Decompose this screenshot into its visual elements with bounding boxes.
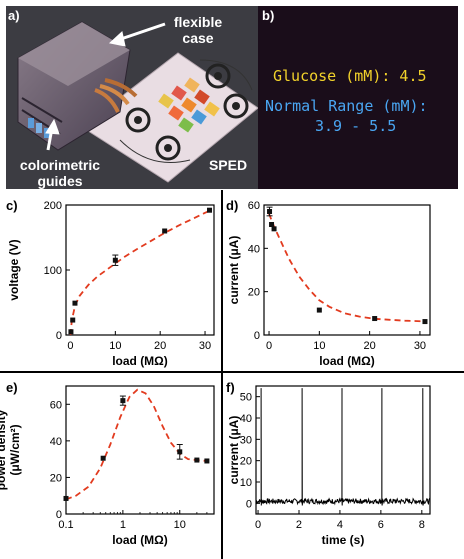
fit-curve bbox=[69, 210, 210, 336]
data-point bbox=[162, 228, 168, 234]
y-tick-label: 200 bbox=[44, 200, 62, 212]
x-axis-title: load (MΩ) bbox=[112, 533, 168, 547]
data-point bbox=[194, 457, 200, 463]
x-tick-label: 4 bbox=[337, 519, 343, 531]
data-point bbox=[316, 307, 322, 313]
colorimetric-label: colorimetric bbox=[20, 157, 100, 173]
y-tick-label: 60 bbox=[248, 200, 260, 212]
plot-frame bbox=[65, 385, 215, 515]
sped-label: SPED bbox=[209, 157, 247, 173]
y-axis-title: power density(μW/cm²) bbox=[0, 409, 22, 490]
y-tick-label: 20 bbox=[248, 287, 260, 299]
x-tick-label: 20 bbox=[154, 340, 166, 352]
x-tick-label: 10 bbox=[109, 340, 121, 352]
y-axis-title-line: (μW/cm²) bbox=[8, 424, 22, 475]
x-tick-label: 30 bbox=[414, 340, 426, 352]
device-sheet bbox=[81, 52, 259, 183]
panel-a-letter: a) bbox=[8, 8, 20, 23]
case-stack bbox=[17, 21, 138, 151]
data-point bbox=[120, 398, 126, 404]
y-tick-label: 0 bbox=[56, 330, 62, 342]
data-point bbox=[204, 458, 210, 464]
y-tick-label: 0 bbox=[56, 509, 62, 521]
data-point bbox=[207, 207, 213, 213]
x-tick-label: 8 bbox=[419, 519, 425, 531]
y-tick-label: 40 bbox=[50, 436, 62, 448]
x-tick-label: 0 bbox=[255, 519, 261, 531]
data-point bbox=[70, 317, 76, 323]
x-tick-label: 6 bbox=[378, 519, 384, 531]
panel-f-chart: f) 0 2 4 6 8 0 10 20 30 40 50 time (s) current (μA) bbox=[226, 380, 431, 547]
panel-letter: d) bbox=[226, 198, 238, 213]
panel-d-chart: d) 0 10 20 30 0 20 40 60 load (MΩ) current (μA) bbox=[226, 198, 431, 368]
y-tick-label: 20 bbox=[240, 456, 252, 468]
x-tick-label: 2 bbox=[296, 519, 302, 531]
panel-letter: e) bbox=[6, 380, 18, 395]
normal-range-label: Normal Range (mM): bbox=[265, 97, 428, 115]
x-tick-label: 30 bbox=[199, 340, 211, 352]
plot-frame bbox=[255, 385, 431, 515]
y-tick-label: 50 bbox=[240, 392, 252, 404]
panel-c-chart: c) 0 10 20 30 0 100 200 load (MΩ) voltage (V) bbox=[6, 198, 215, 368]
data-point bbox=[72, 300, 78, 306]
plot-frame bbox=[263, 204, 431, 336]
lcd-background bbox=[258, 6, 458, 189]
glucose-reading: Glucose (mM): 4.5 bbox=[273, 67, 427, 85]
y-tick-label: 40 bbox=[240, 413, 252, 425]
data-point bbox=[269, 222, 275, 227]
data-point bbox=[100, 455, 106, 461]
y-axis-title: voltage (V) bbox=[7, 239, 21, 300]
y-tick-label: 40 bbox=[248, 243, 260, 255]
data-point bbox=[372, 316, 378, 322]
y-axis-title: current (μA) bbox=[227, 236, 241, 305]
x-tick-label: 10 bbox=[313, 340, 325, 352]
x-tick-label: 20 bbox=[364, 340, 376, 352]
x-tick-label: 0 bbox=[67, 340, 73, 352]
y-tick-label: 0 bbox=[254, 330, 260, 342]
x-axis-title: time (s) bbox=[322, 533, 365, 547]
normal-range-value: 3.9 - 5.5 bbox=[315, 117, 396, 135]
data-point bbox=[68, 329, 74, 335]
data-point bbox=[271, 226, 277, 232]
flexible-label: flexible bbox=[174, 14, 222, 30]
data-point bbox=[177, 449, 183, 455]
x-tick-label: 0 bbox=[266, 340, 272, 352]
fit-curve bbox=[65, 388, 207, 501]
y-tick-label: 10 bbox=[240, 477, 252, 489]
plot-frame bbox=[65, 204, 215, 336]
y-tick-label: 100 bbox=[44, 265, 62, 277]
current-trace bbox=[255, 388, 431, 506]
case-label: case bbox=[182, 30, 213, 46]
y-tick-label: 20 bbox=[50, 472, 62, 484]
y-tick-label: 30 bbox=[240, 434, 252, 446]
x-axis-title: load (MΩ) bbox=[112, 354, 168, 368]
y-tick-label: 0 bbox=[246, 498, 252, 510]
x-tick-label: 1 bbox=[120, 519, 126, 531]
y-axis-title: current (μA) bbox=[227, 416, 241, 485]
panel-a-photo: a) flexible case colorimetric guides SPE… bbox=[6, 6, 259, 189]
panel-b-letter: b) bbox=[262, 8, 274, 23]
y-tick-label: 60 bbox=[50, 399, 62, 411]
data-point bbox=[63, 495, 69, 501]
x-tick-label: 0.1 bbox=[58, 519, 73, 531]
x-tick-label: 10 bbox=[174, 519, 186, 531]
x-axis-title: load (MΩ) bbox=[319, 354, 375, 368]
y-axis-title-line: power density bbox=[0, 409, 8, 490]
photo-arrows bbox=[45, 22, 166, 151]
data-point bbox=[267, 209, 273, 214]
data-point bbox=[112, 257, 118, 263]
panel-letter: c) bbox=[6, 198, 18, 213]
panel-e-chart: e) 0.1 1 10 0 20 40 60 load (MΩ) power density(μW… bbox=[0, 380, 215, 547]
panel-letter: f) bbox=[226, 380, 235, 395]
data-point bbox=[422, 319, 428, 325]
guides-label: guides bbox=[37, 173, 82, 189]
panel-b-display: b) Glucose (mM): 4.5 Normal Range (mM): … bbox=[258, 6, 458, 189]
fit-curve bbox=[268, 213, 426, 323]
